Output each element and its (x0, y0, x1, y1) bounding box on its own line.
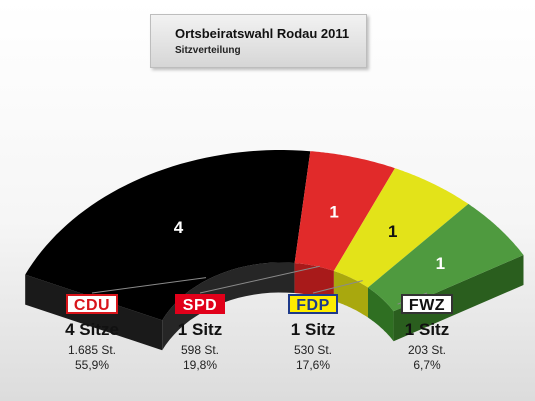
leader-line-spd (199, 265, 320, 294)
legend-spd: SPD 1 Sitz 598 St. 19,8% (145, 294, 255, 373)
seat-segment-spd (294, 151, 395, 271)
cdu-percent: 55,9% (74, 358, 110, 372)
seat-segment-side-fwz (368, 287, 394, 342)
legend-cdu: CDU 4 Sitze 1.685 St. 55,9% (37, 294, 147, 373)
seat-segment-fwz (368, 203, 524, 312)
fdp-percent: 17,6% (295, 358, 331, 372)
chart-subtitle: Sitzverteilung (175, 45, 241, 56)
title-box: Ortsbeiratswahl Rodau 2011 Sitzverteilun… (150, 14, 367, 68)
seat-count-label-fdp: 1 (388, 222, 397, 241)
cdu-logo: CDU (65, 294, 119, 314)
fwz-percent: 6,7% (413, 358, 441, 372)
fdp-seats: 1 Sitz (290, 320, 336, 339)
spd-seats: 1 Sitz (177, 320, 223, 339)
cdu-seats: 4 Sitze (65, 320, 119, 339)
chart-title: Ortsbeiratswahl Rodau 2011 (175, 26, 350, 41)
fdp-logo: FDP (288, 294, 338, 314)
spd-votes: 598 St. (180, 343, 220, 357)
seat-segment-cdu (25, 150, 311, 321)
fdp-votes: 530 St. (293, 343, 333, 357)
seat-segment-fdp (333, 168, 469, 288)
leader-line-cdu (91, 277, 207, 294)
seat-segment-side-spd (294, 263, 334, 301)
seat-count-label-fwz: 1 (436, 254, 445, 273)
seat-segment-side-fdp (333, 270, 368, 318)
spd-logo: SPD (174, 294, 226, 314)
chart-end-face-right (393, 255, 524, 342)
fwz-seats: 1 Sitz (404, 320, 450, 339)
legend-fdp: FDP 1 Sitz 530 St. 17,6% (258, 294, 368, 373)
fwz-logo: FWZ (400, 294, 454, 314)
leader-line-fdp (312, 280, 363, 294)
spd-percent: 19,8% (182, 358, 218, 372)
legend-fwz: FWZ 1 Sitz 203 St. 6,7% (372, 294, 482, 373)
cdu-votes: 1.685 St. (67, 343, 117, 357)
seat-count-label-cdu: 4 (174, 218, 184, 237)
fwz-votes: 203 St. (407, 343, 447, 357)
seat-segment-side-cdu (162, 262, 295, 351)
seat-count-label-spd: 1 (329, 203, 338, 222)
